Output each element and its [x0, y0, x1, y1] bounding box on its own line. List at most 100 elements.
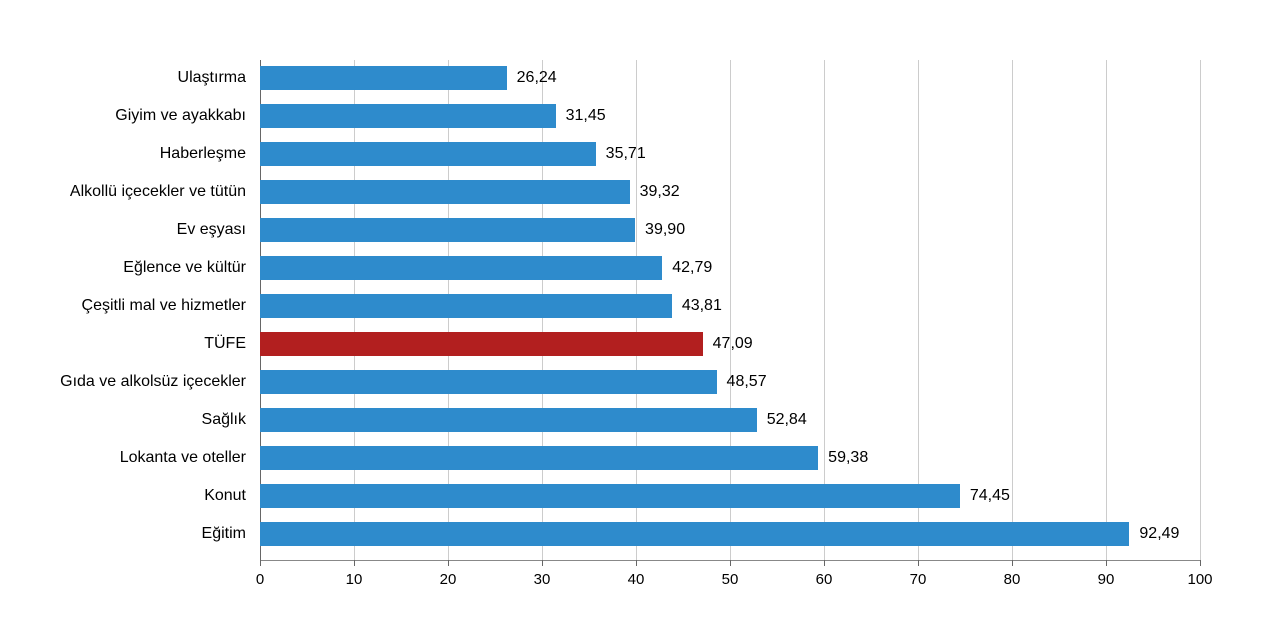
bar-row: 48,57 — [260, 370, 767, 394]
bar-value-text: 48,57 — [727, 373, 767, 390]
x-axis-label: 80 — [1004, 571, 1021, 588]
x-axis-label-text: 40 — [628, 571, 645, 588]
plot-area: 0102030405060708090100Ulaştırma26,24Giyi… — [260, 60, 1200, 561]
x-axis-label: 10 — [346, 571, 363, 588]
gridline — [1106, 60, 1107, 560]
bar-value-label: 52,84 — [767, 411, 807, 429]
category-label: Çeşitli mal ve hizmetler — [6, 297, 246, 315]
gridline — [1012, 60, 1013, 560]
x-tick — [1106, 560, 1107, 566]
category-label-text: Eğitim — [202, 525, 246, 542]
bar-value-text: 39,32 — [640, 183, 680, 200]
x-axis-label: 40 — [628, 571, 645, 588]
bar — [260, 294, 672, 318]
bar-row: 92,49 — [260, 522, 1179, 546]
x-axis-label: 30 — [534, 571, 551, 588]
x-tick — [542, 560, 543, 566]
bar-value-text: 39,90 — [645, 221, 685, 238]
bar-value-text: 43,81 — [682, 297, 722, 314]
bar-row: 74,45 — [260, 484, 1010, 508]
category-label: Alkollü içecekler ve tütün — [6, 183, 246, 201]
bar-value-text: 52,84 — [767, 411, 807, 428]
bar-row: 35,71 — [260, 142, 646, 166]
bar-value-label: 59,38 — [828, 449, 868, 467]
bar — [260, 104, 556, 128]
x-tick — [260, 560, 261, 566]
bar-row: 43,81 — [260, 294, 722, 318]
x-axis-label: 0 — [256, 571, 264, 588]
x-axis-label-text: 90 — [1098, 571, 1115, 588]
x-axis-label-text: 50 — [722, 571, 739, 588]
bar-value-text: 74,45 — [970, 487, 1010, 504]
bar-row: 47,09 — [260, 332, 753, 356]
bar — [260, 408, 757, 432]
bar-row: 31,45 — [260, 104, 606, 128]
bar — [260, 256, 662, 280]
bar — [260, 370, 717, 394]
bar-row: 59,38 — [260, 446, 868, 470]
bar — [260, 332, 703, 356]
x-axis-label: 90 — [1098, 571, 1115, 588]
bar-value-text: 92,49 — [1139, 525, 1179, 542]
category-label-text: Giyim ve ayakkabı — [115, 107, 246, 124]
category-label-text: Gıda ve alkolsüz içecekler — [60, 373, 246, 390]
x-tick — [1200, 560, 1201, 566]
category-label: Ev eşyası — [6, 221, 246, 239]
bar-row: 52,84 — [260, 408, 807, 432]
x-axis-label-text: 70 — [910, 571, 927, 588]
category-label: Gıda ve alkolsüz içecekler — [6, 373, 246, 391]
bar — [260, 66, 507, 90]
category-label: Ulaştırma — [6, 69, 246, 87]
x-axis-label: 60 — [816, 571, 833, 588]
bar-value-label: 31,45 — [566, 107, 606, 125]
category-label-text: Ulaştırma — [178, 69, 246, 86]
bar-value-text: 31,45 — [566, 107, 606, 124]
category-label: TÜFE — [6, 335, 246, 353]
bar-value-label: 48,57 — [727, 373, 767, 391]
bar-value-label: 35,71 — [606, 145, 646, 163]
category-label-text: Konut — [204, 487, 246, 504]
x-axis-label-text: 30 — [534, 571, 551, 588]
bar-value-text: 26,24 — [517, 69, 557, 86]
bar-row: 39,32 — [260, 180, 680, 204]
category-label-text: Sağlık — [202, 411, 246, 428]
x-tick — [636, 560, 637, 566]
chart-container: 0 10 20 30 40 50 60 70 80 90 100 Ulaştırma 26,24 Giyi… — [0, 0, 1280, 640]
category-label: Lokanta ve oteller — [6, 449, 246, 467]
x-axis-label: 70 — [910, 571, 927, 588]
bar-value-text: 47,09 — [713, 335, 753, 352]
bar-row: 26,24 — [260, 66, 557, 90]
x-tick — [1012, 560, 1013, 566]
bar-value-label: 43,81 — [682, 297, 722, 315]
bar-value-label: 39,32 — [640, 183, 680, 201]
category-label-text: Çeşitli mal ve hizmetler — [82, 297, 246, 314]
category-label-text: Haberleşme — [160, 145, 246, 162]
category-label: Giyim ve ayakkabı — [6, 107, 246, 125]
x-axis-label: 100 — [1187, 571, 1212, 588]
x-axis-label: 50 — [722, 571, 739, 588]
x-tick — [824, 560, 825, 566]
category-label-text: Eğlence ve kültür — [123, 259, 246, 276]
bar-value-text: 42,79 — [672, 259, 712, 276]
x-tick — [448, 560, 449, 566]
category-label: Eğlence ve kültür — [6, 259, 246, 277]
bar — [260, 446, 818, 470]
category-label-text: TÜFE — [204, 335, 246, 352]
bar — [260, 522, 1129, 546]
x-axis-label-text: 60 — [816, 571, 833, 588]
x-axis-label: 20 — [440, 571, 457, 588]
bar-value-text: 35,71 — [606, 145, 646, 162]
bar-value-label: 92,49 — [1139, 525, 1179, 543]
gridline — [1200, 60, 1201, 560]
bar-row: 39,90 — [260, 218, 685, 242]
x-axis-label-text: 20 — [440, 571, 457, 588]
bar-value-label: 42,79 — [672, 259, 712, 277]
x-axis-label-text: 100 — [1187, 571, 1212, 588]
bar-value-label: 39,90 — [645, 221, 685, 239]
bar — [260, 180, 630, 204]
bar — [260, 142, 596, 166]
x-axis-label-text: 0 — [256, 571, 264, 588]
x-tick — [918, 560, 919, 566]
category-label-text: Lokanta ve oteller — [120, 449, 246, 466]
x-axis-label-text: 80 — [1004, 571, 1021, 588]
